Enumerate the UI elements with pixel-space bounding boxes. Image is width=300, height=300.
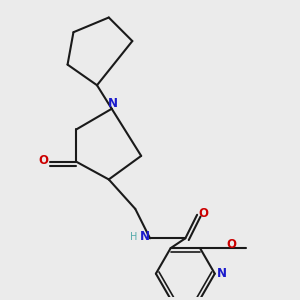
Text: H: H bbox=[130, 232, 137, 242]
Text: O: O bbox=[38, 154, 48, 167]
Text: N: N bbox=[217, 267, 227, 280]
Text: O: O bbox=[226, 238, 236, 251]
Text: N: N bbox=[108, 97, 118, 110]
Text: N: N bbox=[140, 230, 150, 243]
Text: O: O bbox=[199, 207, 208, 220]
